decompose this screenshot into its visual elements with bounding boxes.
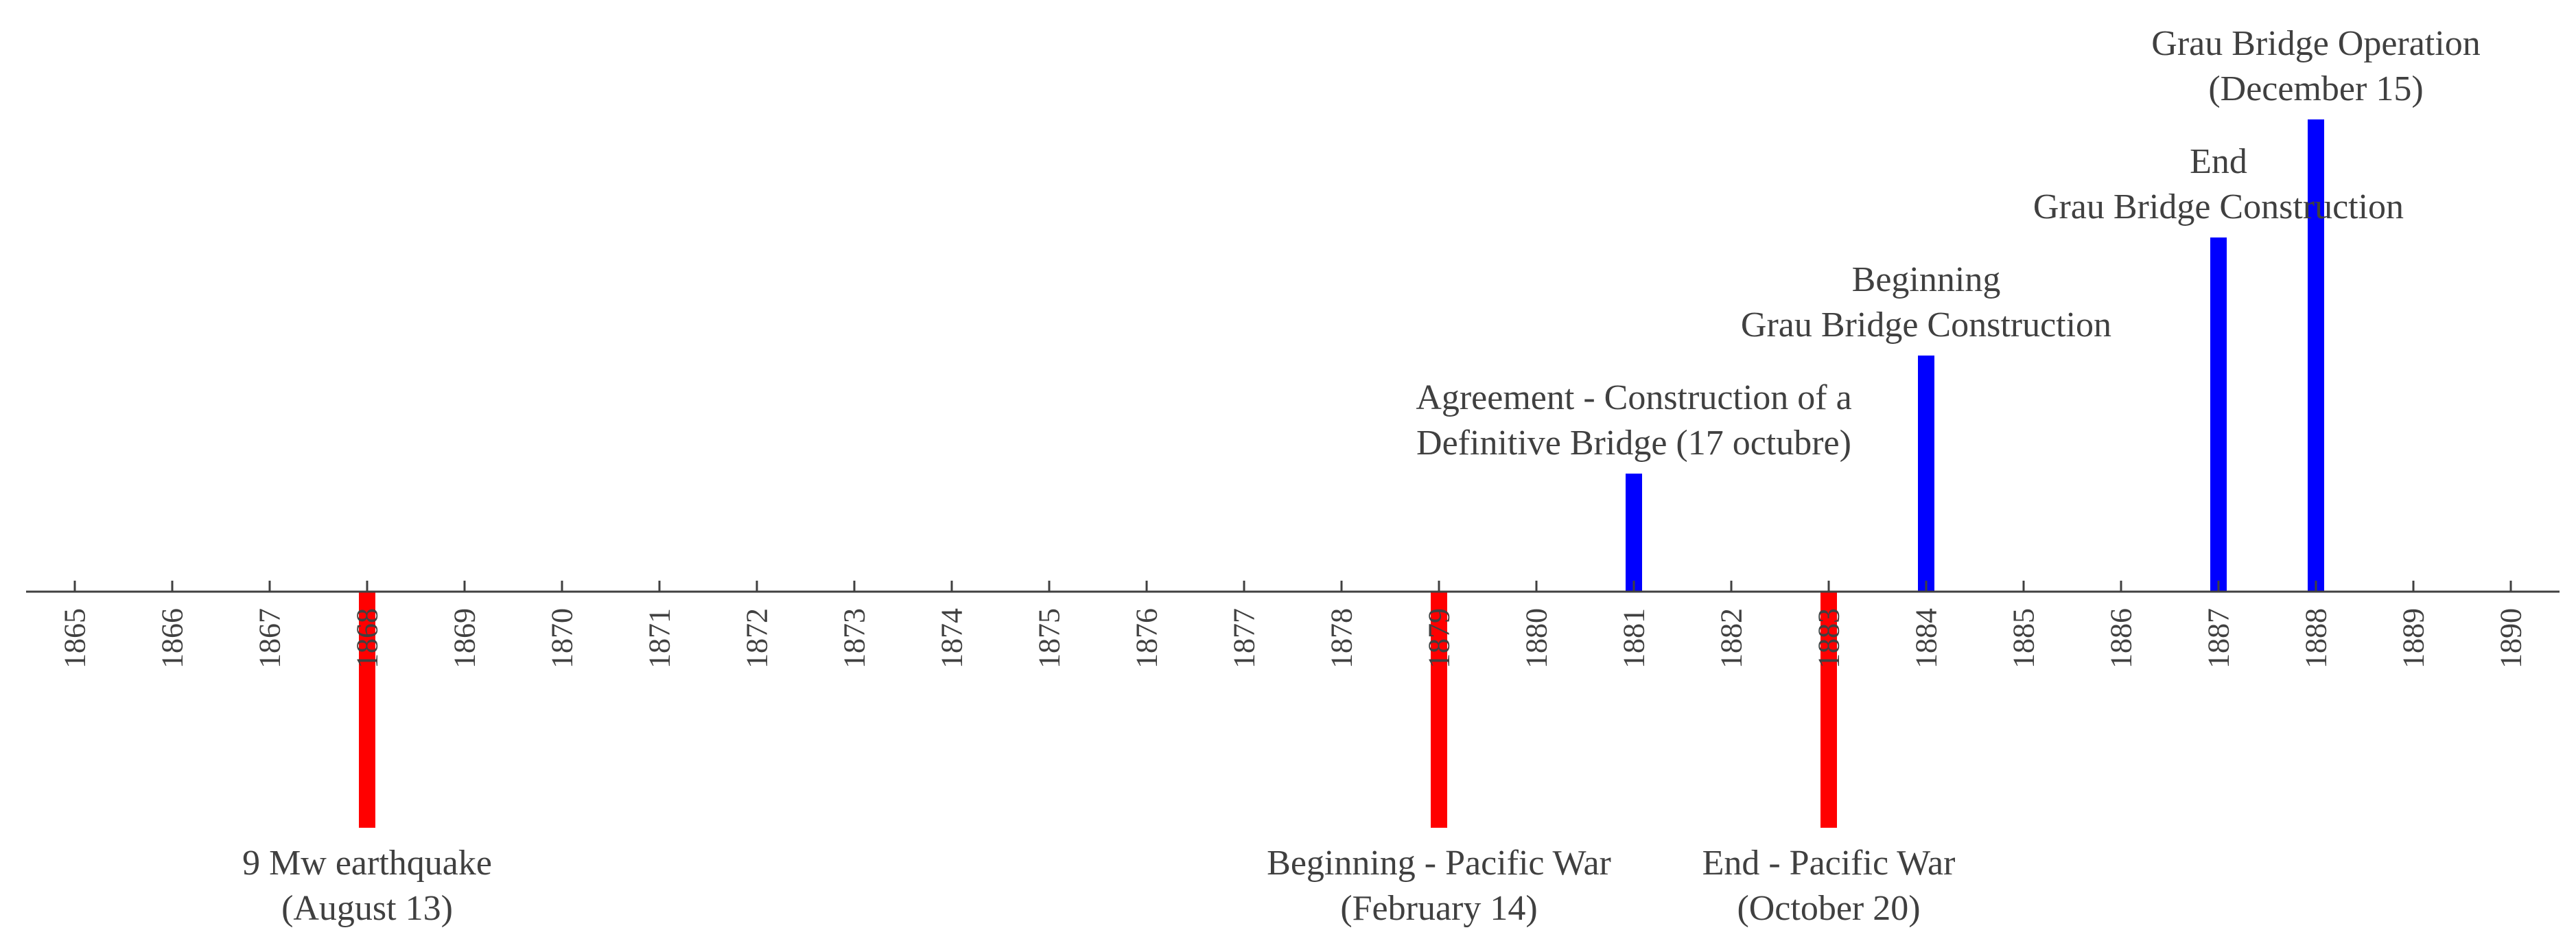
x-tick-label: 1873	[838, 608, 871, 669]
event-bar-negative	[359, 592, 375, 828]
x-tick-label: 1868	[351, 608, 384, 669]
x-tick-label: 1870	[546, 608, 579, 669]
event-bar-positive	[1918, 356, 1934, 592]
x-tick-label: 1880	[1520, 608, 1554, 669]
event-bar-negative	[1431, 592, 1447, 828]
event-label-line: Grau Bridge Construction	[2033, 187, 2404, 227]
event-bar-positive	[2210, 237, 2227, 592]
x-tick-label: 1866	[156, 608, 189, 669]
x-tick-label: 1886	[2105, 608, 2138, 669]
event-label-line: Grau Bridge Operation	[2151, 24, 2480, 63]
event-label: Beginning Grau Bridge Construction	[1741, 260, 2111, 345]
x-tick-label: 1875	[1033, 608, 1066, 669]
x-axis: 1865 1866 1867 1868 1869 1870 1871 1872 1873 1874…	[26, 581, 2560, 669]
event-label: 9 Mw earthquake (August 13)	[242, 844, 492, 928]
event-label-line: Beginning	[1852, 260, 2001, 299]
x-tick-label: 1877	[1228, 608, 1261, 669]
x-tick-label: 1883	[1812, 608, 1846, 669]
event-label-line: (December 15)	[2208, 69, 2423, 108]
x-tick-label: 1867	[253, 608, 287, 669]
x-tick-label: 1882	[1715, 608, 1748, 669]
event-label: Agreement - Construction of a Definitive …	[1416, 378, 1851, 463]
event-label-line: End - Pacific War	[1702, 844, 1956, 883]
x-tick-label: 1879	[1422, 608, 1456, 669]
x-tick-label: 1884	[1910, 608, 1943, 669]
event-label-line: 9 Mw earthquake	[242, 844, 492, 883]
x-tick-label: 1878	[1325, 608, 1359, 669]
event-labels: 9 Mw earthquake (August 13) Beginning - Pa…	[242, 24, 2481, 928]
event-label-line: Definitive Bridge (17 octubre)	[1416, 423, 1851, 463]
event-label-line: Grau Bridge Construction	[1741, 305, 2111, 345]
x-tick-label: 1872	[740, 608, 774, 669]
bars-layer	[359, 119, 2324, 828]
x-tick-label: 1889	[2397, 608, 2431, 669]
event-label-line: (February 14)	[1340, 889, 1537, 928]
x-tick-label: 1890	[2494, 608, 2528, 669]
x-tick-label: 1869	[448, 608, 482, 669]
event-bar-negative	[1820, 592, 1837, 828]
event-label-line: Agreement - Construction of a	[1416, 378, 1851, 417]
event-bar-positive	[1626, 474, 1642, 592]
event-label: End - Pacific War (October 20)	[1702, 844, 1956, 928]
x-tick-label: 1865	[58, 608, 92, 669]
event-label: End Grau Bridge Construction	[2033, 142, 2404, 227]
x-tick-label: 1871	[643, 608, 677, 669]
event-label-line: End	[2190, 142, 2247, 181]
event-bar-positive	[2308, 119, 2324, 592]
x-tick-label: 1888	[2299, 608, 2333, 669]
x-tick-label: 1887	[2202, 608, 2236, 669]
event-label-line: Beginning - Pacific War	[1267, 844, 1611, 883]
x-tick-label: 1874	[935, 608, 969, 669]
event-label-line: (August 13)	[281, 889, 453, 928]
event-label: Beginning - Pacific War (February 14)	[1267, 844, 1611, 928]
x-tick-label: 1876	[1130, 608, 1164, 669]
x-tick-label: 1885	[2007, 608, 2041, 669]
x-tick-label: 1881	[1617, 608, 1651, 669]
event-label: Grau Bridge Operation (December 15)	[2151, 24, 2480, 108]
event-label-line: (October 20)	[1737, 889, 1920, 928]
